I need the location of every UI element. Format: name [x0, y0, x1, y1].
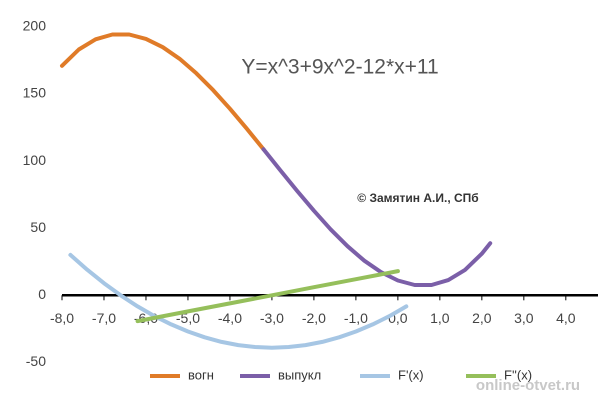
series-line: [261, 147, 493, 287]
chart-title: Y=x^3+9x^2-12*x+11: [241, 56, 438, 79]
x-tick-label: 4,0: [556, 310, 576, 326]
series-line: [68, 252, 409, 350]
legend-label: F''(x): [504, 367, 532, 382]
x-tick-label: 1,0: [430, 310, 450, 326]
legend-label: выпукл: [278, 367, 321, 382]
x-tick-label: -3,0: [260, 310, 284, 326]
watermark: online-otvet.ru: [476, 377, 580, 394]
y-tick-label: 200: [23, 18, 47, 34]
x-tick-label: -2,0: [302, 310, 326, 326]
series-line: [60, 32, 266, 152]
series-line: [135, 269, 400, 324]
annotation: © Замятин А.И., СПб: [357, 191, 478, 205]
y-tick-label: 0: [38, 286, 46, 302]
y-tick-label: -50: [26, 353, 46, 369]
y-tick-label: 50: [30, 219, 46, 235]
legend-label: F'(x): [398, 367, 424, 382]
y-tick-label: 150: [23, 85, 47, 101]
x-tick-label: -1,0: [344, 310, 368, 326]
y-tick-label: 100: [23, 152, 47, 168]
x-tick-label: 2,0: [472, 310, 492, 326]
legend-label: вогн: [188, 367, 214, 382]
x-tick-label: -8,0: [50, 310, 74, 326]
x-tick-label: -4,0: [218, 310, 242, 326]
x-tick-label: -7,0: [92, 310, 116, 326]
x-tick-label: 3,0: [514, 310, 534, 326]
